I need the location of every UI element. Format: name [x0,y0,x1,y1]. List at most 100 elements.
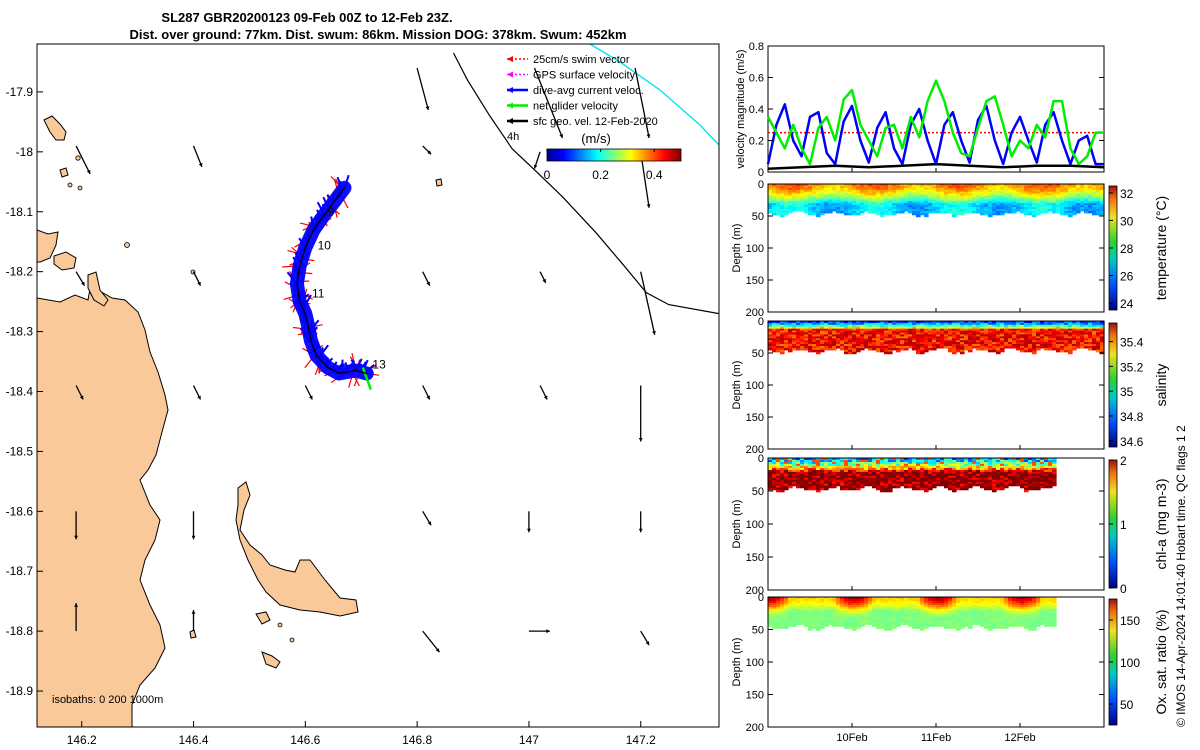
section-cell [876,458,881,461]
section-cell [944,342,949,345]
section-cell [888,189,893,193]
section-cell [940,191,945,195]
section-cell [936,604,941,608]
section-cell [772,209,777,212]
section-cell [1096,346,1101,349]
section-cell [924,624,929,627]
section-frame-outline [767,320,1105,450]
section-cell [792,195,797,199]
section-cell [788,618,793,622]
section-cell [1052,189,1057,193]
section-cell [1044,336,1049,339]
section-cell [1040,475,1045,479]
section-cell [932,606,937,610]
section-cell [840,332,845,336]
section-cell [820,189,825,193]
sfc-geo-vector [416,67,429,111]
section-cell [888,602,893,606]
track-day-label: 10 [318,239,332,253]
section-cell [1088,321,1093,324]
section-cell [1004,485,1009,489]
section-cell [868,185,873,189]
section-cell [804,197,809,200]
section-cell [952,469,957,473]
section-cell [816,475,821,479]
section-cell [880,477,885,481]
section-cell [1092,199,1097,202]
section-cell [932,344,937,347]
section-cell [1016,342,1021,345]
section-cell [772,610,777,614]
section-cell [880,483,885,487]
sfc-geo-arrowhead [646,134,651,138]
section-cell [1004,187,1009,191]
section-cell [972,334,977,337]
section-cell [780,602,785,606]
section-cell [944,338,949,341]
section-cell [808,203,813,206]
section-cell [900,326,905,330]
section-cell [888,347,893,351]
section-cell [996,344,1001,347]
section-cell [1012,467,1017,471]
section-cell [840,458,845,461]
section-cell [836,209,841,212]
section-cell [904,191,909,195]
section-cell [848,189,853,193]
section-cell [956,487,961,491]
section-cell [828,473,833,477]
section-cell [960,193,965,197]
section-cell [956,340,961,343]
section-cell [888,624,893,627]
section-cell [924,214,929,218]
section-cell [828,475,833,479]
section-cell [840,462,845,465]
section-cell [772,342,777,345]
section-cell [948,599,953,602]
section-cell [1028,328,1033,332]
section-cell [880,618,885,622]
section-cell [1000,487,1005,491]
section-cell [1044,197,1049,200]
section-cell [1056,347,1061,351]
section-cell [1076,199,1081,202]
section-cell [996,203,1001,206]
section-cell [1000,349,1005,353]
section-cell [788,606,793,610]
section-cell [1100,347,1105,351]
section-y-tick-label: 100 [746,519,764,531]
section-cell [896,483,901,487]
section-cell [960,332,965,336]
section-cell [1076,187,1081,191]
section-cell [792,481,797,485]
sfc-geo-vector [533,67,564,139]
section-cell [844,328,849,332]
section-cell [896,602,901,606]
section-cell [988,322,993,326]
section-cell [872,460,877,463]
section-cell [904,342,909,345]
section-cell [972,189,977,193]
section-cell [976,336,981,339]
section-cell [1016,322,1021,326]
section-cell [804,624,809,627]
section-cell [872,193,877,197]
section-cell [792,467,797,471]
section-cell [936,209,941,212]
section-y-tick-label: 150 [746,552,764,564]
section-cell [968,483,973,487]
section-cell [772,187,777,191]
section-cell [1060,191,1065,195]
section-cell [972,462,977,465]
section-cell [1100,326,1105,330]
contour-line [589,44,719,146]
section-cell [800,481,805,485]
section-cell [904,604,909,608]
section-cell [844,347,849,351]
section-cell [808,612,813,616]
section-cell [824,328,829,332]
section-cell [812,483,817,487]
section-cell [1032,326,1037,330]
section-cell [884,620,889,623]
section-cell [1052,199,1057,202]
